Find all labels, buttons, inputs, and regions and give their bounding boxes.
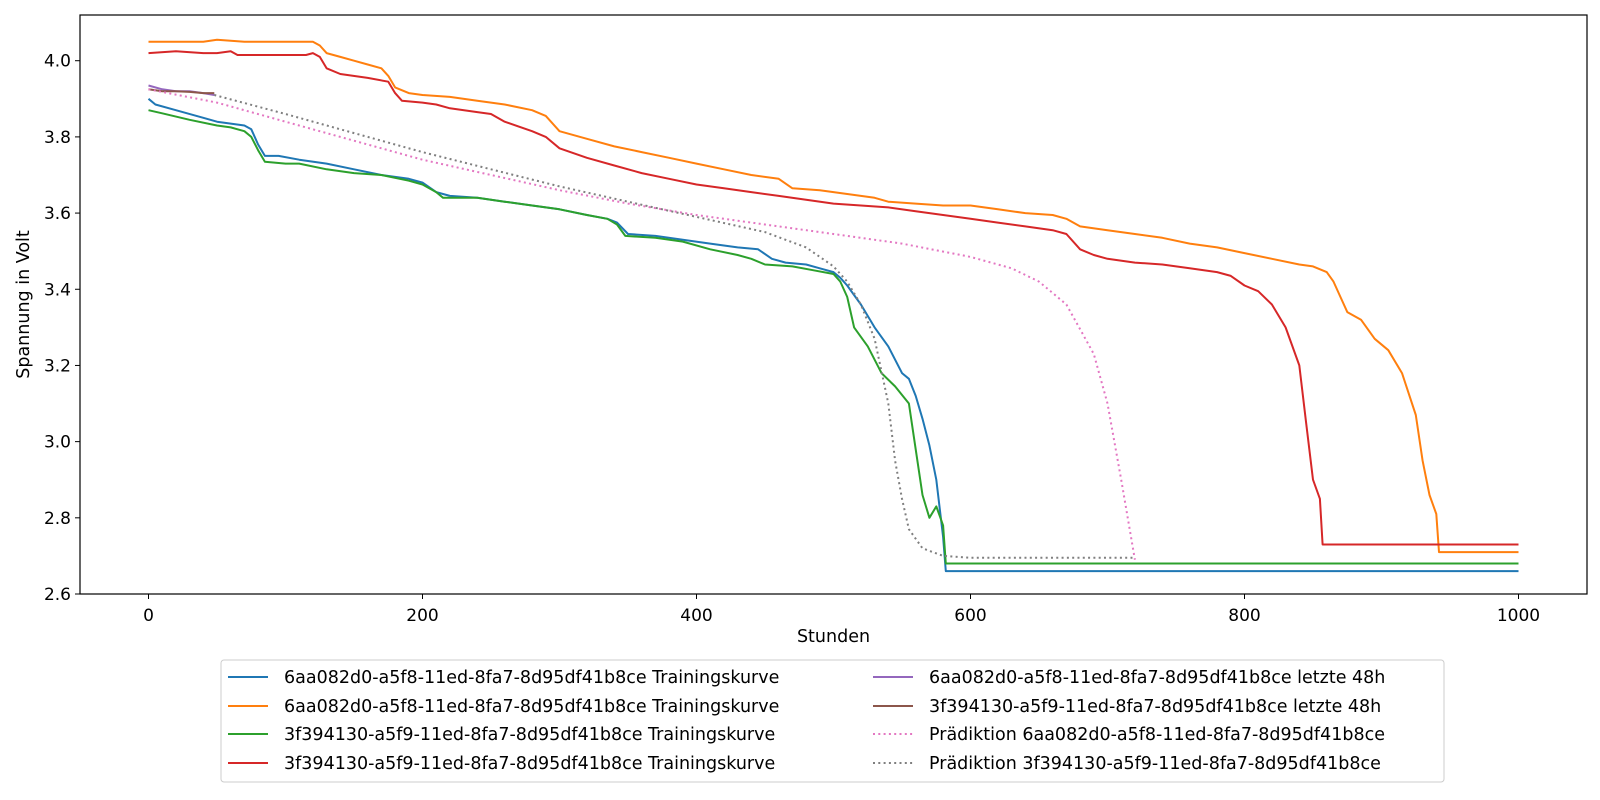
plot-frame — [79, 14, 1588, 595]
x-axis-label: Stunden — [797, 627, 870, 647]
x-tick-label: 200 — [406, 606, 438, 626]
y-tick-label: 4.0 — [44, 52, 71, 72]
y-tick-label: 3.8 — [44, 128, 71, 148]
x-axis-ticks: 0 200 400 600 800 1000 — [143, 594, 1540, 626]
x-tick-label: 400 — [680, 606, 712, 626]
legend: 6aa082d0-a5f8-11ed-8fa7-8d95df41b8ce Tra… — [220, 659, 1445, 783]
legend-label: 3f394130-a5f9-11ed-8fa7-8d95df41b8ce Tra… — [284, 754, 775, 774]
legend-label: 6aa082d0-a5f8-11ed-8fa7-8d95df41b8ce Tra… — [284, 697, 779, 717]
series-line-8 — [214, 94, 1135, 559]
y-tick-label: 3.2 — [44, 356, 71, 376]
legend-label: 3f394130-a5f9-11ed-8fa7-8d95df41b8ce Tra… — [284, 725, 775, 745]
series-line-1 — [147, 98, 1519, 573]
legend-label: 6aa082d0-a5f8-11ed-8fa7-8d95df41b8ce let… — [929, 668, 1385, 688]
y-tick-label: 3.0 — [44, 433, 71, 453]
y-axis-ticks: 2.6 2.8 3.0 3.2 3.4 3.6 3.8 4.0 — [44, 52, 80, 605]
x-tick-label: 600 — [954, 606, 986, 626]
y-axis-label: Spannung in Volt — [14, 230, 34, 379]
legend-label: 6aa082d0-a5f8-11ed-8fa7-8d95df41b8ce Tra… — [284, 668, 779, 688]
x-tick-label: 1000 — [1497, 606, 1540, 626]
series-line-6 — [148, 88, 215, 95]
series-line-7 — [148, 88, 1136, 560]
series-line-3 — [148, 109, 1519, 565]
legend-label: 3f394130-a5f9-11ed-8fa7-8d95df41b8ce let… — [929, 697, 1381, 717]
series-line-2 — [148, 38, 1519, 554]
legend-box — [220, 659, 1445, 783]
x-tick-label: 800 — [1228, 606, 1260, 626]
y-tick-label: 3.4 — [44, 280, 71, 300]
y-tick-label: 3.6 — [44, 204, 71, 224]
plot-lines — [147, 38, 1519, 573]
x-tick-label: 0 — [143, 606, 154, 626]
series-line-4 — [148, 50, 1519, 546]
y-tick-label: 2.8 — [44, 509, 71, 529]
legend-label: Prädiktion 6aa082d0-a5f8-11ed-8fa7-8d95d… — [929, 725, 1385, 745]
y-tick-label: 2.6 — [44, 585, 71, 605]
legend-label: Prädiktion 3f394130-a5f9-11ed-8fa7-8d95d… — [929, 754, 1381, 774]
